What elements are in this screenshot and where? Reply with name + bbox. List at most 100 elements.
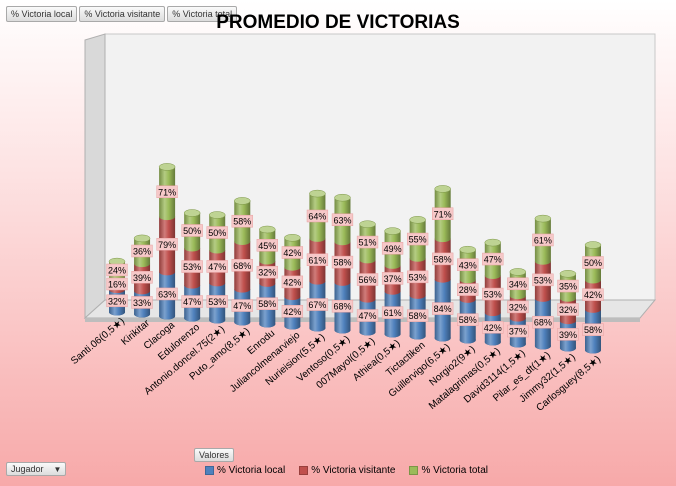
data-label-bg	[106, 263, 128, 277]
bar-top-cap	[208, 211, 226, 219]
bar-top-cap	[259, 225, 276, 234]
data-label-bg	[432, 207, 454, 220]
legend-swatch-visitante	[299, 466, 309, 475]
bar-top-cap	[484, 238, 502, 247]
legend-label-visitante: % Victoria visitante	[311, 465, 396, 476]
bar-top-cap	[534, 214, 552, 223]
data-label: 79%	[158, 240, 176, 250]
data-label: 47%	[233, 301, 251, 311]
field-button-local[interactable]: % Victoria local	[6, 6, 78, 22]
data-label: 58%	[409, 311, 427, 321]
bar-top-cap	[158, 163, 176, 171]
dropdown-arrow-icon: ▼	[53, 464, 62, 474]
data-label: 50%	[584, 258, 602, 268]
data-label-bg	[106, 277, 128, 291]
data-label-bg	[582, 323, 604, 336]
data-label-bg	[156, 185, 178, 198]
data-label-bg	[482, 252, 504, 266]
data-label-bg	[331, 213, 354, 226]
data-label-bg	[356, 273, 379, 286]
data-label-bg	[306, 298, 329, 311]
bar-top-cap	[584, 241, 602, 249]
bar-top-cap	[234, 197, 251, 205]
data-label-bg	[532, 233, 554, 247]
data-label-bg	[206, 226, 228, 239]
data-label: 39%	[559, 330, 577, 340]
data-label-bg	[131, 244, 153, 258]
data-label-bg	[507, 300, 529, 314]
bar-top-cap	[459, 245, 476, 254]
data-label-bg	[406, 309, 429, 322]
data-label: 58%	[258, 299, 276, 309]
data-label-bg	[256, 239, 278, 252]
data-label: 49%	[384, 244, 402, 254]
data-label: 32%	[108, 296, 126, 306]
legend-swatch-local	[205, 466, 214, 475]
data-label-bg	[557, 303, 579, 316]
bar-top-cap	[559, 270, 577, 278]
data-label: 33%	[133, 298, 151, 308]
bar-top-cap	[384, 227, 401, 235]
data-label: 63%	[158, 289, 176, 299]
data-label: 71%	[158, 187, 176, 197]
data-label: 42%	[283, 277, 301, 287]
data-label: 24%	[108, 266, 126, 276]
data-label-bg	[131, 271, 153, 284]
jugador-filter-dropdown[interactable]: Jugador ▼	[6, 462, 67, 476]
data-label: 47%	[484, 255, 502, 265]
bar-top-cap	[434, 185, 451, 193]
data-label-bg	[181, 224, 203, 237]
data-label-bg	[206, 260, 228, 273]
bar-top-cap	[334, 193, 351, 202]
data-label: 58%	[434, 254, 452, 264]
data-label: 37%	[384, 274, 402, 284]
valores-button[interactable]: Valores	[194, 448, 234, 462]
data-label: 45%	[258, 241, 276, 251]
data-label-bg	[381, 272, 404, 285]
bar-top-cap	[509, 268, 527, 276]
data-label-bg	[281, 275, 304, 289]
legend-label-local: % Victoria local	[217, 465, 286, 476]
field-button-total[interactable]: % Victoria total	[167, 6, 238, 22]
data-label: 68%	[233, 261, 251, 271]
data-label: 37%	[509, 327, 527, 337]
data-label-bg	[406, 232, 429, 246]
data-label: 58%	[233, 217, 251, 227]
data-label-bg	[457, 313, 479, 326]
data-label: 42%	[484, 323, 502, 333]
field-button-visitante[interactable]: % Victoria visitante	[79, 6, 166, 22]
bar-top-cap	[183, 209, 201, 217]
data-label-bg	[356, 309, 379, 322]
data-label: 64%	[308, 212, 326, 222]
data-label: 53%	[409, 272, 427, 282]
data-label: 61%	[384, 308, 402, 318]
data-label-bg	[582, 288, 604, 301]
data-label-bg	[557, 279, 579, 293]
data-label: 68%	[534, 318, 552, 328]
data-label-bg	[156, 287, 178, 301]
data-label-bg	[256, 297, 278, 310]
data-label: 32%	[509, 302, 527, 312]
field-buttons: % Victoria local % Victoria visitante % …	[6, 6, 238, 22]
data-label: 53%	[183, 262, 201, 272]
data-label: 47%	[208, 262, 226, 272]
data-label-bg	[281, 305, 304, 318]
data-label-bg	[482, 287, 504, 301]
data-label: 58%	[333, 258, 351, 268]
data-label: 53%	[208, 297, 226, 307]
legend-swatch-total	[409, 466, 419, 475]
bar-top-cap	[359, 220, 376, 228]
data-label-bg	[181, 260, 203, 273]
data-label: 53%	[534, 275, 552, 285]
data-label-bg	[557, 328, 579, 341]
data-label: 47%	[359, 311, 377, 321]
data-label-bg	[181, 295, 203, 308]
data-label: 28%	[459, 285, 477, 295]
data-label: 36%	[133, 247, 151, 257]
data-label-bg	[231, 214, 253, 228]
data-label: 58%	[459, 315, 477, 325]
data-label: 51%	[359, 238, 377, 248]
data-label-bg	[582, 256, 604, 269]
data-label-bg	[532, 315, 554, 329]
data-label-bg	[106, 294, 128, 308]
